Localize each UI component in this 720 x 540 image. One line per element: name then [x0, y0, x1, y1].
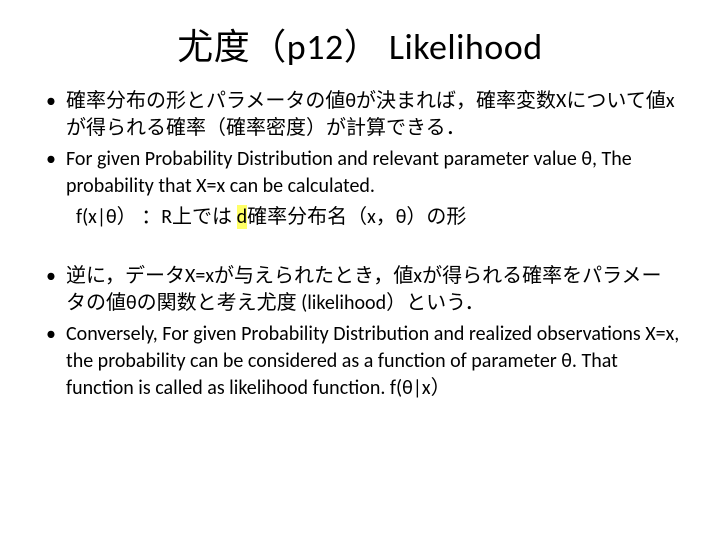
- formula-highlight: d: [237, 205, 248, 229]
- bullet-3: 逆に，データX=xが与えられたとき，値xが得られる確率をパラメータの値θの関数と…: [40, 263, 680, 317]
- slide: 尤度（p12） Likelihood 確率分布の形とパラメータの値θが決まれば，…: [0, 0, 720, 540]
- bullet-list: 確率分布の形とパラメータの値θが決まれば，確率変数Xについて値xが得られる確率（…: [40, 88, 680, 200]
- bullet-1: 確率分布の形とパラメータの値θが決まれば，確率変数Xについて値xが得られる確率（…: [40, 88, 680, 142]
- slide-title: 尤度（p12） Likelihood: [40, 18, 680, 70]
- spacer: [40, 235, 680, 263]
- formula-suffix: 確率分布名（x，θ）の形: [247, 205, 466, 229]
- formula-prefix: f(x|θ） ：R上では: [76, 205, 237, 229]
- formula-line: f(x|θ） ：R上では d確率分布名（x，θ）の形: [40, 204, 680, 231]
- bullet-4: Conversely, For given Probability Distri…: [40, 321, 680, 402]
- bullet-2: For given Probability Distribution and r…: [40, 146, 680, 200]
- bullet-list-2: 逆に，データX=xが与えられたとき，値xが得られる確率をパラメータの値θの関数と…: [40, 263, 680, 402]
